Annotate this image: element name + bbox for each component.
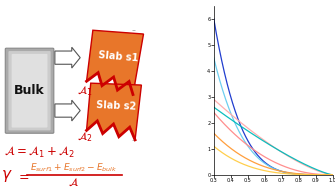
Text: $=$: $=$	[16, 169, 29, 182]
Text: $\mathcal{A}_2$: $\mathcal{A}_2$	[77, 130, 92, 144]
Text: $\mathcal{A} = \mathcal{A}_1 + \mathcal{A}_2$: $\mathcal{A} = \mathcal{A}_1 + \mathcal{…	[4, 145, 75, 160]
Polygon shape	[86, 83, 141, 140]
Text: Slab s2: Slab s2	[96, 100, 136, 112]
Text: $\mathcal{A}$: $\mathcal{A}$	[68, 177, 79, 188]
Text: Bulk: Bulk	[14, 84, 45, 97]
FancyBboxPatch shape	[5, 48, 54, 133]
Polygon shape	[55, 100, 80, 121]
Polygon shape	[55, 47, 80, 68]
Polygon shape	[86, 30, 143, 94]
Text: $\mathcal{A}_1$: $\mathcal{A}_1$	[76, 84, 92, 98]
FancyBboxPatch shape	[12, 54, 48, 128]
Text: $\gamma$: $\gamma$	[1, 168, 13, 184]
Text: $E_{surf1} + E_{surf2} - E_{bulk}$: $E_{surf1} + E_{surf2} - E_{bulk}$	[30, 161, 118, 174]
Text: Slab s1: Slab s1	[98, 50, 139, 63]
FancyBboxPatch shape	[8, 51, 51, 130]
